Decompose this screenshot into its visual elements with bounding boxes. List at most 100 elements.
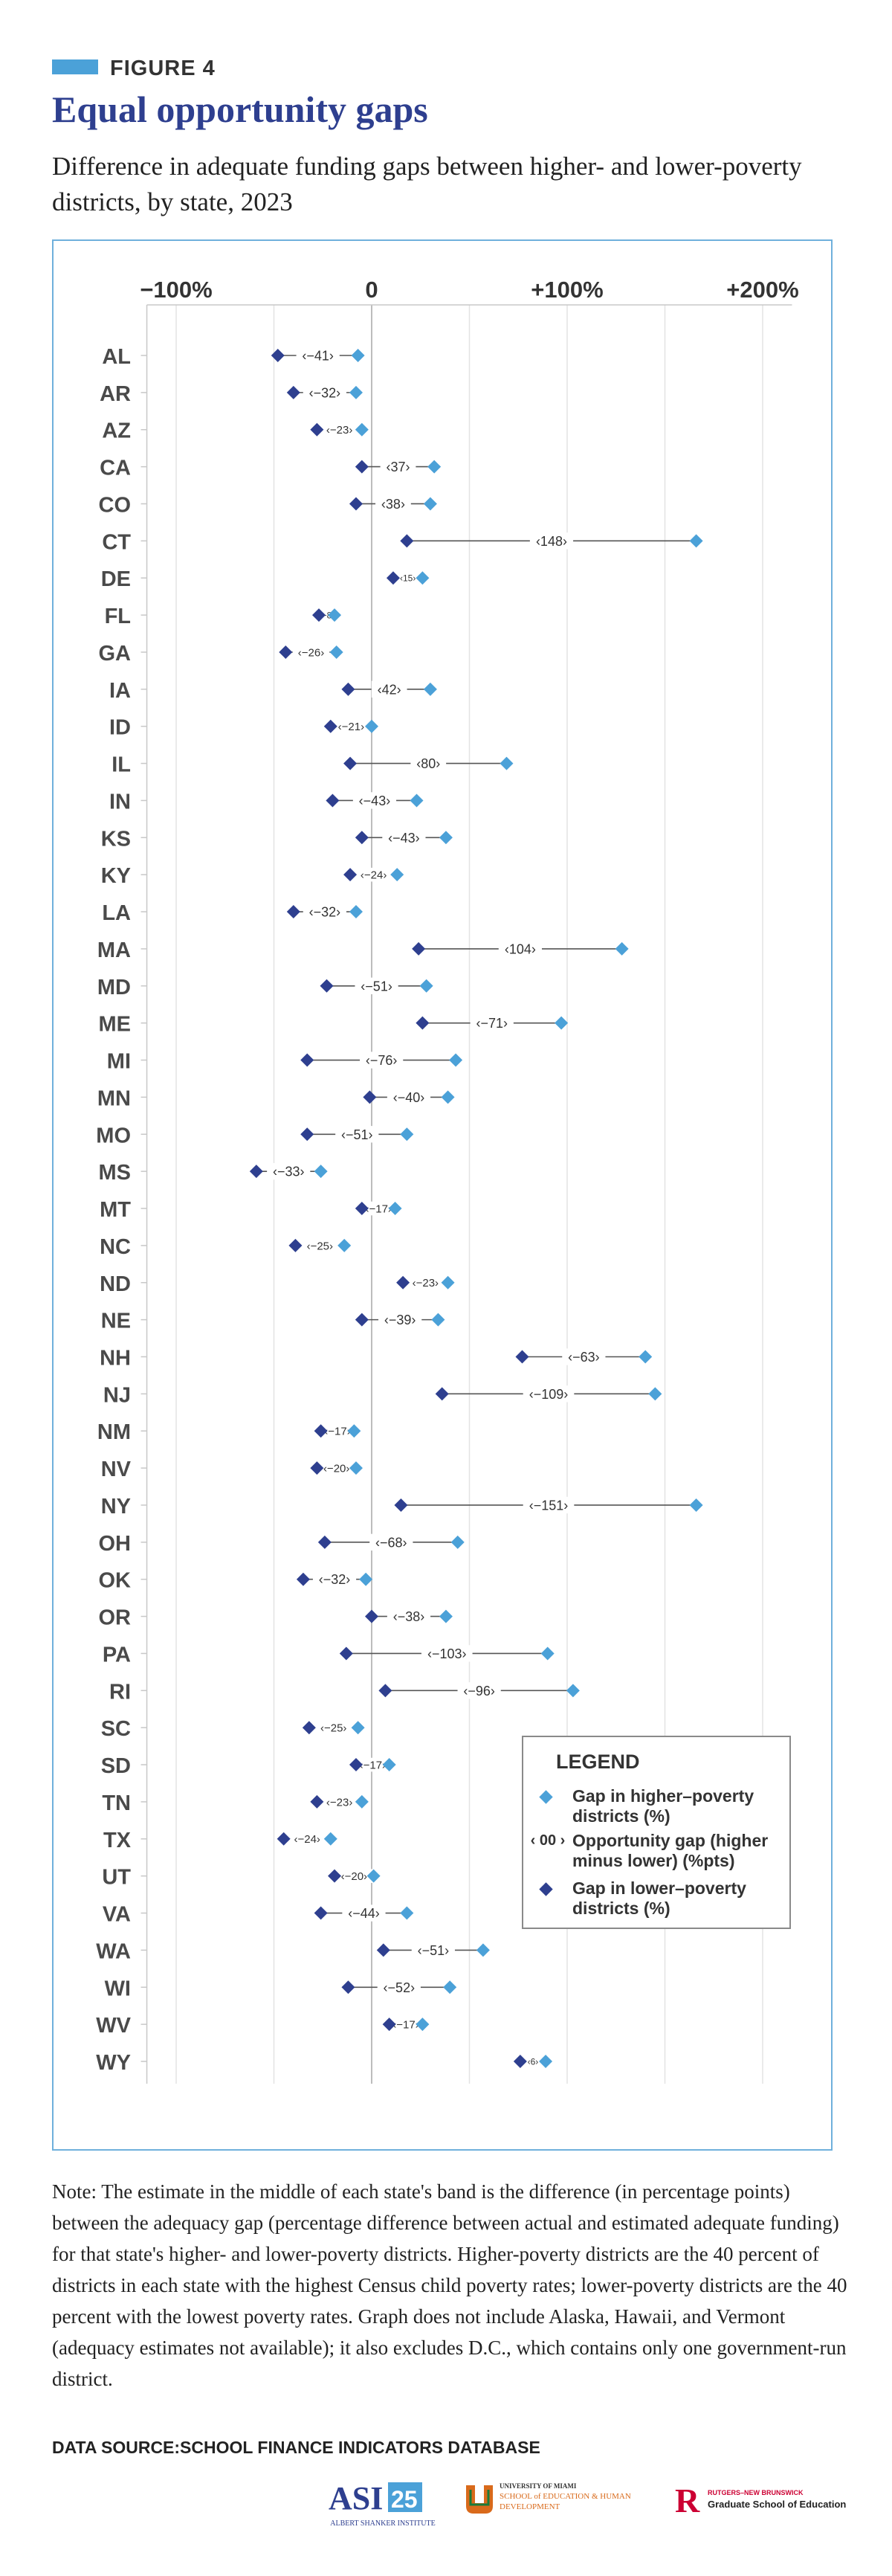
higher-poverty-point: [400, 1906, 414, 1920]
higher-poverty-point: [347, 1424, 361, 1438]
gap-label-bg: [317, 1461, 355, 1475]
lower-poverty-point: [355, 460, 369, 474]
gap-label: ‹−33›: [273, 1165, 305, 1179]
lower-poverty-point: [343, 756, 358, 770]
partner-logos: ASI 25 ALBERT SHANKER INSTITUTE UNIVERSI…: [327, 2476, 862, 2543]
gap-label: ‹−32›: [309, 385, 341, 400]
svg-text:ASI: ASI: [329, 2480, 383, 2517]
gap-label: ‹−38›: [393, 1609, 425, 1624]
gap-label-bg: [498, 940, 542, 958]
gap-label: ‹−109›: [529, 1387, 569, 1402]
gap-label-bg: [377, 1979, 421, 1996]
lower-poverty-point: [317, 1535, 332, 1549]
gap-label-bg: [562, 1348, 606, 1365]
um-logo-icon: [466, 2485, 493, 2514]
lower-poverty-point: [314, 1424, 328, 1438]
gap-label: ‹−76›: [366, 1053, 398, 1068]
state-label: DE: [101, 567, 131, 591]
x-tick-label: +200%: [726, 277, 798, 303]
lower-poverty-point: [382, 2018, 396, 2032]
higher-poverty-point: [441, 1090, 455, 1104]
gap-label-bg: [303, 903, 346, 921]
higher-poverty-point: [349, 1461, 363, 1475]
lower-poverty-point: [355, 831, 369, 845]
lower-poverty-point: [339, 1646, 353, 1661]
higher-poverty-point: [689, 534, 703, 548]
state-label: ID: [109, 716, 131, 740]
state-label: MT: [100, 1198, 131, 1222]
gap-label: ‹−20›: [323, 1463, 349, 1475]
state-label: NE: [101, 1310, 131, 1333]
gap-label-bg: [378, 1311, 422, 1328]
rutgers-school-text: Graduate School of Education: [708, 2499, 847, 2510]
lower-poverty-point: [355, 1202, 369, 1216]
rutgers-small-text: RUTGERS–NEW BRUNSWICK: [708, 2489, 804, 2496]
gap-label-bg: [410, 755, 447, 772]
higher-poverty-point: [441, 1275, 455, 1289]
higher-poverty-point: [689, 1498, 703, 1512]
gap-label: ‹6›: [528, 2056, 539, 2067]
gap-label: ‹15›: [400, 573, 416, 584]
gap-label: ‹−52›: [384, 1980, 416, 1995]
higher-poverty-point: [329, 645, 343, 659]
state-label: NY: [101, 1495, 131, 1519]
lower-poverty-point: [286, 905, 300, 919]
state-label: WA: [96, 1939, 131, 1963]
lower-poverty-point: [286, 385, 300, 399]
lower-poverty-point: [288, 1238, 303, 1252]
gap-label: ‹−23›: [326, 1796, 352, 1809]
higher-poverty-point: [419, 979, 433, 993]
higher-poverty-point: [351, 1721, 365, 1735]
lower-poverty-point: [341, 1980, 355, 1994]
gap-label: ‹−51›: [418, 1943, 450, 1958]
state-label: SD: [101, 1754, 131, 1778]
gap-label-bg: [375, 495, 411, 512]
lower-poverty-point: [378, 1684, 392, 1698]
higher-poverty-point: [555, 1016, 569, 1030]
higher-poverty-point: [382, 1758, 396, 1772]
higher-poverty-point: [423, 682, 437, 696]
gap-label: ‹−96›: [463, 1684, 495, 1698]
higher-poverty-point: [540, 1646, 555, 1661]
x-tick-label: 0: [365, 277, 378, 303]
gap-label: ‹−17›: [365, 1202, 391, 1215]
gap-label-bg: [342, 1904, 386, 1922]
gap-label: ‹−17›: [392, 2019, 418, 2032]
gap-label: ‹−25›: [320, 1722, 346, 1735]
state-label: UT: [102, 1866, 131, 1890]
rutgers-logo-text: RUTGERS–NEW BRUNSWICK Graduate School of…: [708, 2487, 871, 2511]
lower-poverty-point: [343, 868, 358, 882]
higher-poverty-point: [500, 756, 514, 770]
gap-label-bg: [387, 1089, 431, 1106]
gap-label: ‹−26›: [298, 646, 324, 659]
higher-poverty-point: [539, 2055, 553, 2069]
gap-label-bg: [360, 1201, 397, 1216]
state-label: OH: [99, 1532, 132, 1556]
state-label: AZ: [102, 419, 131, 443]
gap-label-bg: [457, 1682, 501, 1699]
gap-label-bg: [267, 1162, 311, 1180]
gap-label-bg: [296, 347, 340, 364]
gap-label: ‹−51›: [361, 979, 392, 994]
higher-poverty-point: [639, 1350, 653, 1364]
state-label: TN: [102, 1791, 131, 1815]
gap-label: ‹−151›: [529, 1498, 569, 1513]
lower-poverty-point: [341, 682, 355, 696]
gap-label-bg: [371, 680, 407, 698]
gap-label: ‹37›: [386, 460, 410, 474]
gap-label: ‹−71›: [476, 1016, 508, 1031]
state-label: CT: [102, 530, 131, 554]
gap-label-bg: [523, 1496, 575, 1514]
lower-poverty-point: [314, 1906, 328, 1920]
state-label: NH: [100, 1346, 131, 1370]
gap-label-bg: [319, 1423, 356, 1438]
svg-text:25: 25: [391, 2486, 418, 2513]
lower-poverty-point: [323, 719, 337, 733]
gap-label-bg: [320, 1794, 358, 1809]
um-small-text: UNIVERSITY OF MIAMI: [500, 2482, 577, 2490]
data-source: DATA SOURCE:SCHOOL FINANCE INDICATORS DA…: [52, 2438, 540, 2457]
higher-poverty-point: [365, 719, 378, 733]
higher-poverty-point: [439, 831, 453, 845]
gap-label: ‹80›: [416, 756, 440, 771]
lower-poverty-point: [386, 571, 400, 585]
